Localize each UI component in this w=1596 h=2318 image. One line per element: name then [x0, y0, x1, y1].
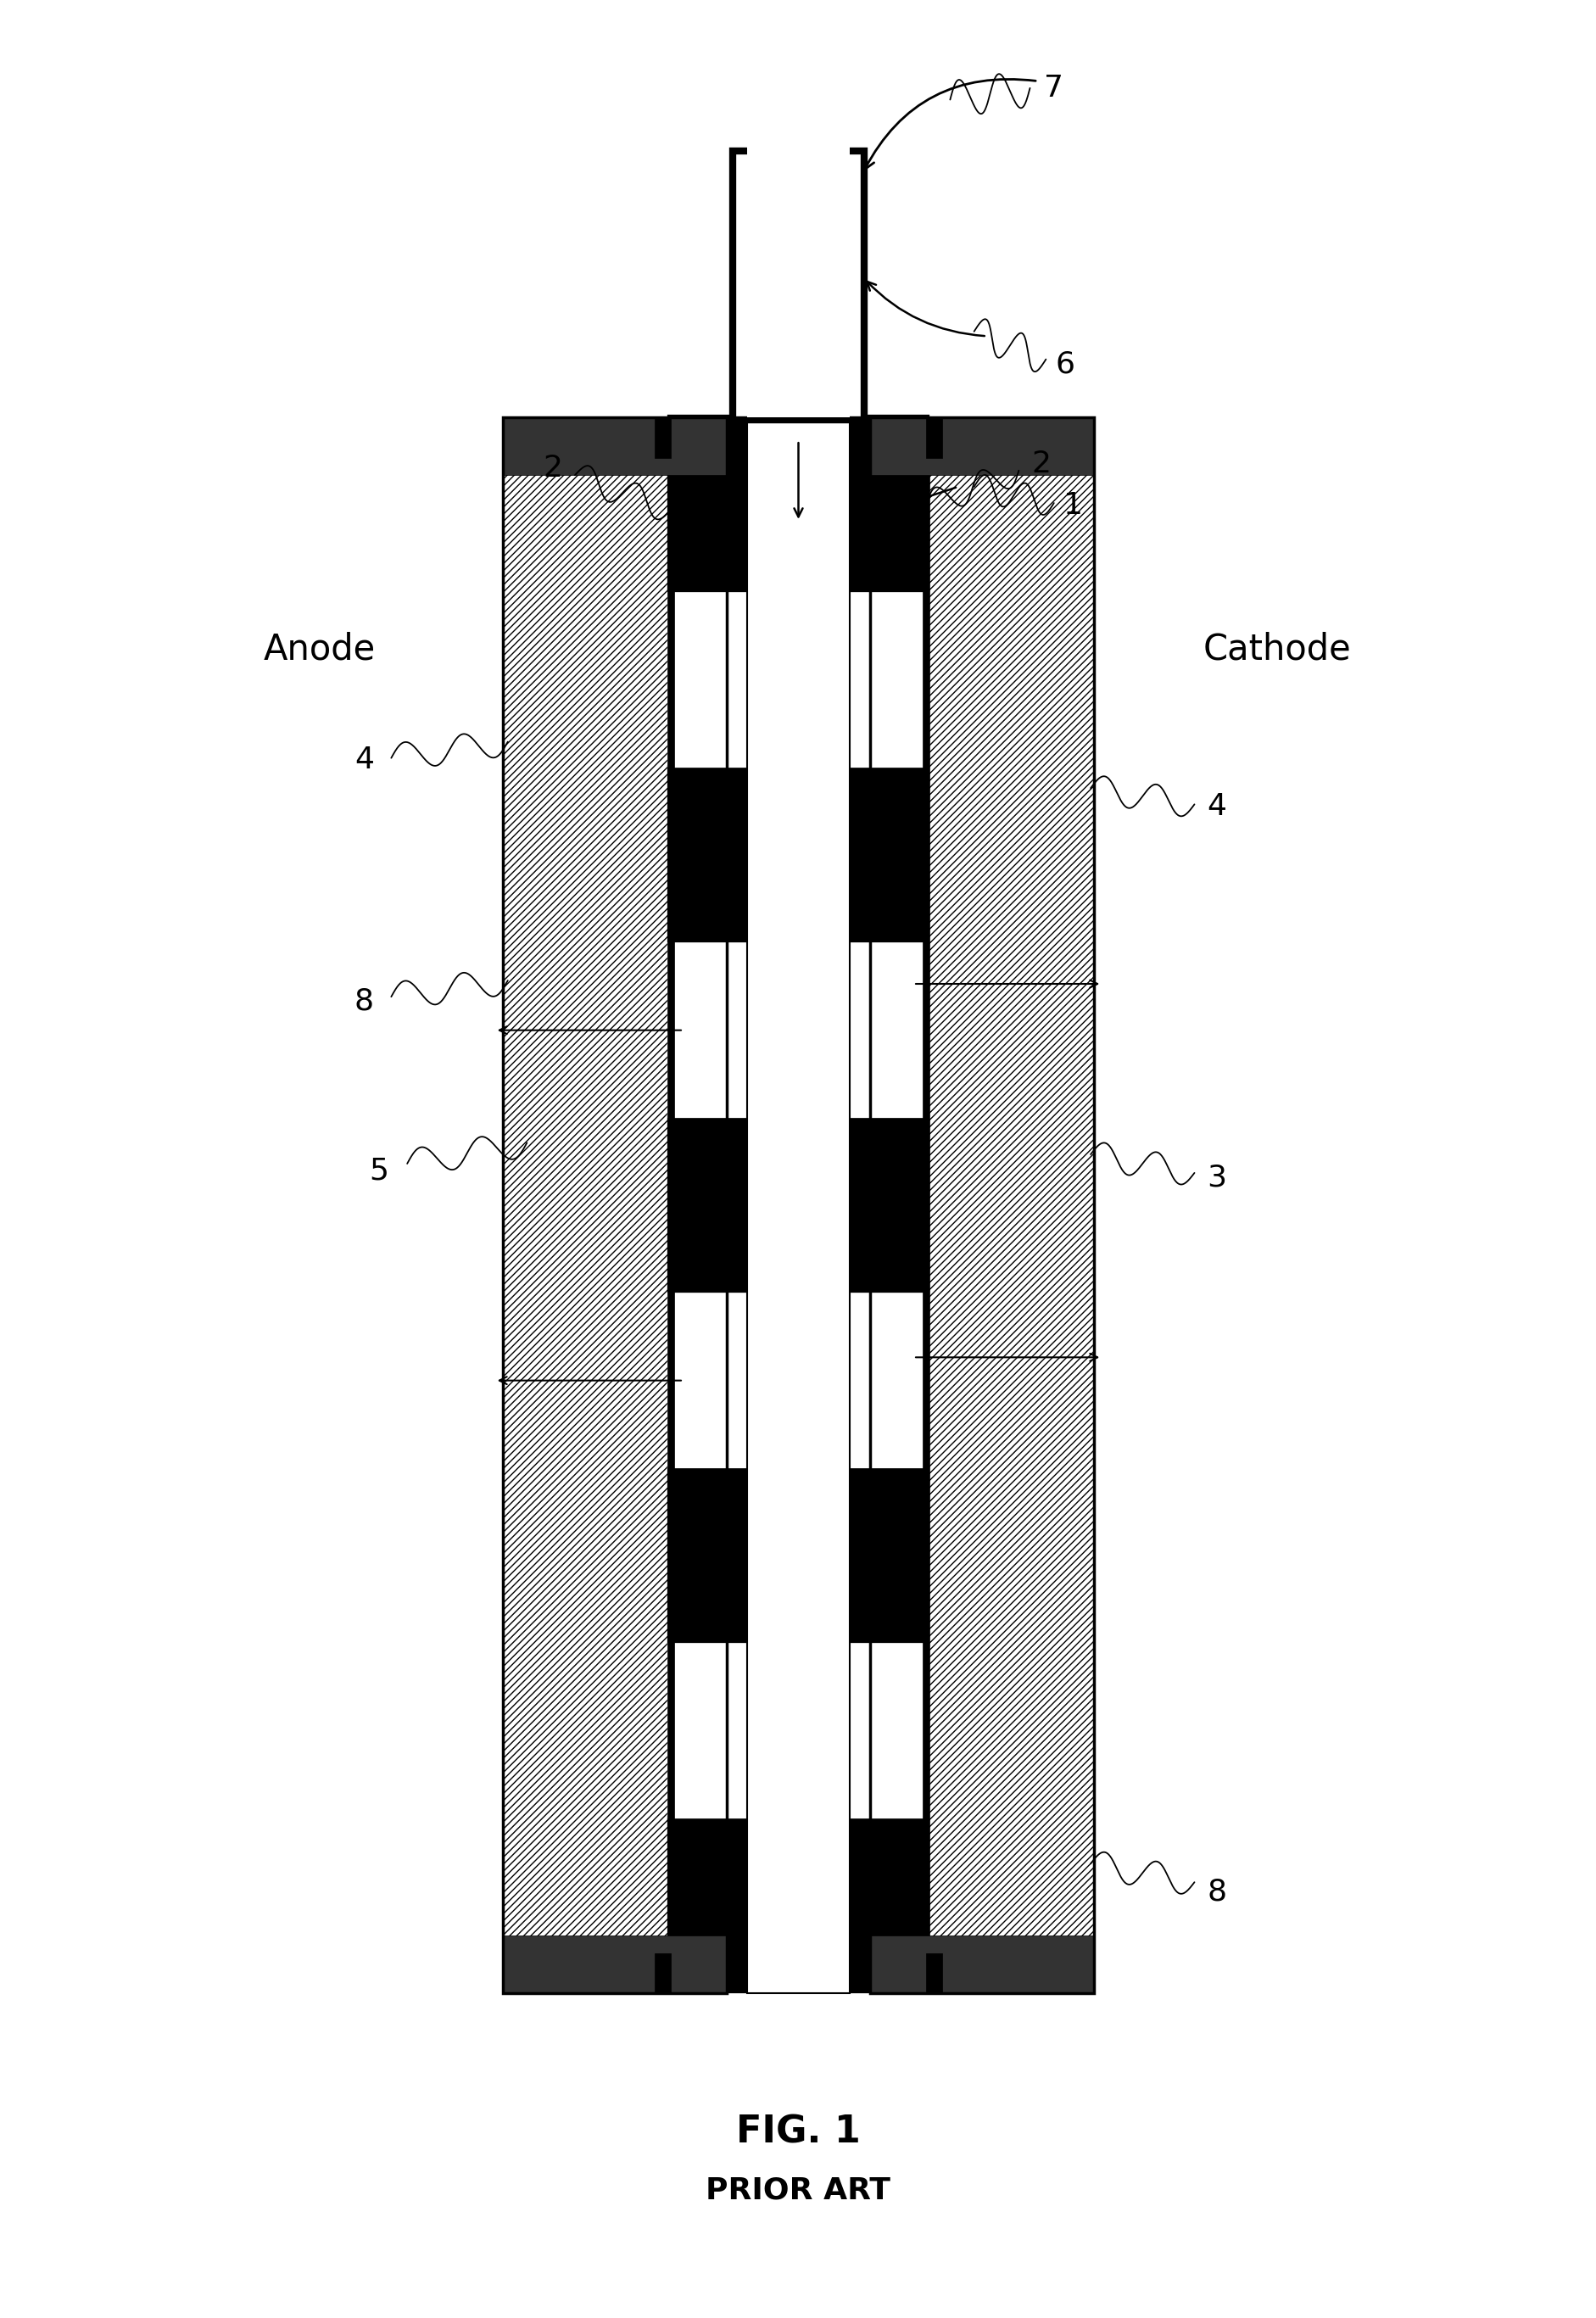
Text: 8: 8	[1207, 1878, 1226, 1905]
Text: 4: 4	[354, 746, 373, 774]
Bar	[667, 1115, 747, 1293]
Bar	[849, 415, 929, 593]
Text: 2: 2	[543, 454, 562, 482]
Bar	[849, 1115, 929, 1293]
Bar	[926, 417, 942, 459]
Text: FIG. 1: FIG. 1	[736, 2114, 860, 2151]
Bar	[667, 1641, 747, 1817]
Bar	[707, 417, 726, 1993]
Text: Anode: Anode	[263, 630, 375, 668]
Bar	[870, 417, 1093, 1993]
Bar	[849, 765, 929, 943]
Bar	[737, 151, 859, 417]
Bar	[747, 417, 849, 1993]
Bar	[667, 1465, 747, 1643]
Text: 5: 5	[369, 1157, 388, 1184]
Bar	[503, 417, 726, 475]
Bar	[922, 417, 929, 1993]
Text: Cathode: Cathode	[1203, 630, 1350, 668]
Bar	[849, 591, 929, 767]
Bar	[870, 417, 1093, 1993]
Text: 2: 2	[1031, 450, 1050, 478]
Bar	[849, 1815, 929, 1993]
Bar	[849, 941, 929, 1117]
Bar	[870, 1936, 1093, 1993]
Text: 7: 7	[1044, 74, 1063, 102]
Bar	[926, 1952, 942, 1993]
Bar	[747, 0, 849, 417]
Text: 8: 8	[354, 987, 373, 1015]
Bar	[667, 765, 747, 943]
Text: 1: 1	[1063, 491, 1082, 519]
Text: 3: 3	[1207, 1164, 1226, 1191]
Bar	[870, 417, 1093, 475]
Bar	[667, 417, 674, 1993]
Bar	[667, 941, 747, 1117]
Bar	[747, 417, 755, 1993]
Bar	[654, 1952, 670, 1993]
Bar	[667, 1815, 747, 1993]
Bar	[841, 417, 849, 1993]
Bar	[849, 1641, 929, 1817]
Bar	[503, 417, 726, 1993]
Text: PRIOR ART: PRIOR ART	[705, 2177, 891, 2204]
Bar	[849, 1465, 929, 1643]
Bar	[667, 415, 747, 593]
Bar	[667, 591, 747, 767]
Bar	[733, 151, 863, 420]
Bar	[503, 1936, 726, 1993]
Bar	[849, 1291, 929, 1467]
Bar	[667, 1291, 747, 1467]
Bar	[870, 417, 889, 1993]
Bar	[503, 417, 726, 1993]
Text: 6: 6	[1055, 350, 1074, 378]
Text: 4: 4	[1207, 793, 1226, 821]
Bar	[654, 417, 670, 459]
